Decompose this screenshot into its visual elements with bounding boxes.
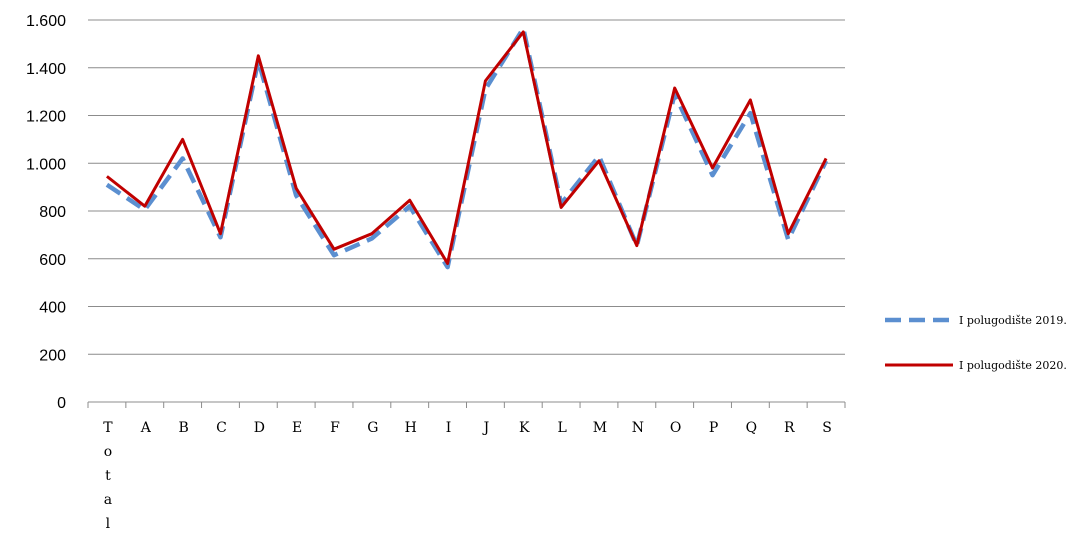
x-axis <box>87 401 846 408</box>
y-tick-label: 0 <box>57 395 66 412</box>
x-tick-label: K <box>519 420 530 436</box>
x-tick-label: F <box>330 420 340 436</box>
x-tick-label: I <box>446 420 452 436</box>
x-tick-label: R <box>784 420 795 436</box>
y-tick-label: 200 <box>39 347 66 364</box>
x-tick-label: L <box>557 420 566 436</box>
series-line-1 <box>105 26 829 270</box>
x-tick-label: E <box>292 420 302 436</box>
x-tick-label: S <box>822 420 832 436</box>
legend-label-2: I polugodište 2020. <box>959 359 1067 372</box>
x-tick-label: G <box>367 420 378 436</box>
x-tick-label: C <box>216 420 227 436</box>
x-tick-label: P <box>709 420 718 436</box>
x-tick-label: Q <box>746 420 757 436</box>
x-tick-label: A <box>140 420 152 436</box>
x-tick-label: J <box>482 420 490 436</box>
series-lines <box>105 26 829 270</box>
gridlines <box>88 19 845 355</box>
x-tick-label: M <box>593 420 607 436</box>
legend: I polugodište 2019. I polugodište 2020. <box>885 314 1067 372</box>
series-line-2 <box>105 30 828 266</box>
x-tick-label: D <box>254 420 265 436</box>
y-tick-label: 1.400 <box>26 61 66 78</box>
y-axis-tick-labels: 0 200 400 600 800 1.000 1.200 1.400 1.600 <box>26 13 66 412</box>
x-tick-label: B <box>178 420 188 436</box>
y-tick-label: 1.200 <box>26 109 66 126</box>
y-tick-label: 1.000 <box>26 156 66 173</box>
y-tick-label: 800 <box>39 204 66 221</box>
x-tick-label: O <box>670 420 681 436</box>
y-tick-label: 1.600 <box>26 13 66 30</box>
y-tick-label: 600 <box>39 252 66 269</box>
y-tick-label: 400 <box>39 300 66 317</box>
legend-label-1: I polugodište 2019. <box>959 314 1067 327</box>
x-tick-label: H <box>405 420 417 436</box>
x-tick-label: N <box>632 420 644 436</box>
